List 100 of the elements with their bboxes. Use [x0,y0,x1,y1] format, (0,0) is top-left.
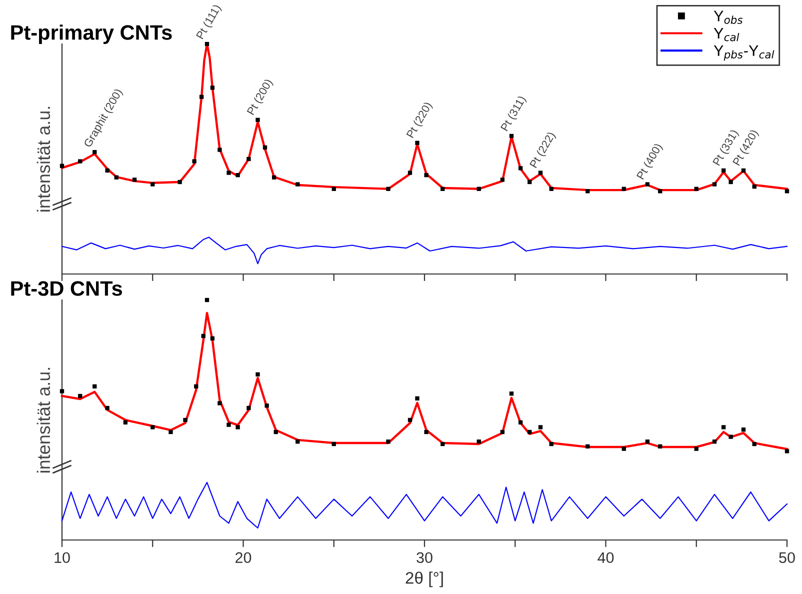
point [105,406,110,410]
point [386,440,390,444]
point [424,173,428,178]
point [272,175,276,180]
point [538,425,543,430]
point [415,140,420,145]
point [199,94,204,99]
point [408,418,412,422]
x-tick-label: 30 [416,552,432,564]
x-tick-label: 10 [54,552,70,564]
point [183,418,188,422]
point [721,168,726,173]
point [658,189,662,194]
x-tick-label: 50 [779,552,795,564]
point [741,168,746,173]
point [236,425,240,430]
point [226,422,231,427]
point [500,430,505,434]
point [210,86,215,90]
point [712,440,717,444]
point [622,186,626,191]
point [226,170,231,175]
point [332,442,336,446]
point [60,164,64,168]
point [386,186,390,191]
point [246,156,251,162]
point [332,186,336,191]
point [658,444,662,448]
point [92,150,97,154]
point [194,384,198,388]
point [440,186,445,191]
point [728,434,733,439]
point [204,42,210,46]
point [78,394,82,398]
point [192,159,196,164]
point [168,430,173,434]
point [694,446,698,451]
point [518,420,523,424]
point [201,334,206,338]
point [92,384,97,388]
point [150,425,155,430]
point [784,189,790,194]
point [264,404,269,408]
point [721,425,726,430]
point [622,446,626,451]
point [105,168,110,173]
point [586,444,590,448]
point [752,184,756,189]
point [645,440,650,444]
point [509,392,514,396]
point [218,148,222,152]
point [236,173,240,178]
point [78,159,82,164]
point [500,178,505,182]
point [262,145,268,150]
point [694,186,698,191]
point [528,430,532,434]
point [296,182,300,186]
legend-label: Y$_{obs}$ [714,10,743,24]
y-axis-title: intensität a.u. [36,368,50,472]
y-axis-title: intensität a.u. [36,106,50,212]
legend-label: Y$_{pbs}$-Y$_{cal}$ [714,45,774,61]
point [645,182,650,186]
point [256,118,260,122]
point [256,372,260,376]
point [408,170,412,175]
point [549,442,554,446]
x-axis-title: 2θ [°] [406,572,443,588]
point [509,134,514,138]
point [712,182,717,186]
point [549,186,554,191]
x-tick-label: 40 [598,552,614,564]
point [476,186,481,191]
point [752,442,756,446]
point [204,298,210,302]
point [218,401,222,406]
point [178,180,182,184]
chart-title: Pt-3D CNTs [11,281,122,296]
point [274,430,278,434]
point [476,440,481,444]
point [415,396,420,400]
point [210,336,215,340]
point [728,180,733,184]
point [114,175,118,180]
point [150,182,155,186]
x-tick-label: 20 [236,552,252,564]
point [528,180,532,184]
point [246,406,251,410]
point [741,428,746,432]
point [518,166,523,170]
point [132,178,137,182]
point [440,442,445,446]
legend-label: Y$_{cal}$ [714,28,740,42]
chart-title: Pt-primary CNTs [11,24,172,44]
point [784,449,790,454]
point [60,389,64,394]
point [586,189,590,194]
point [296,440,300,444]
point [123,420,128,424]
point [538,170,543,175]
